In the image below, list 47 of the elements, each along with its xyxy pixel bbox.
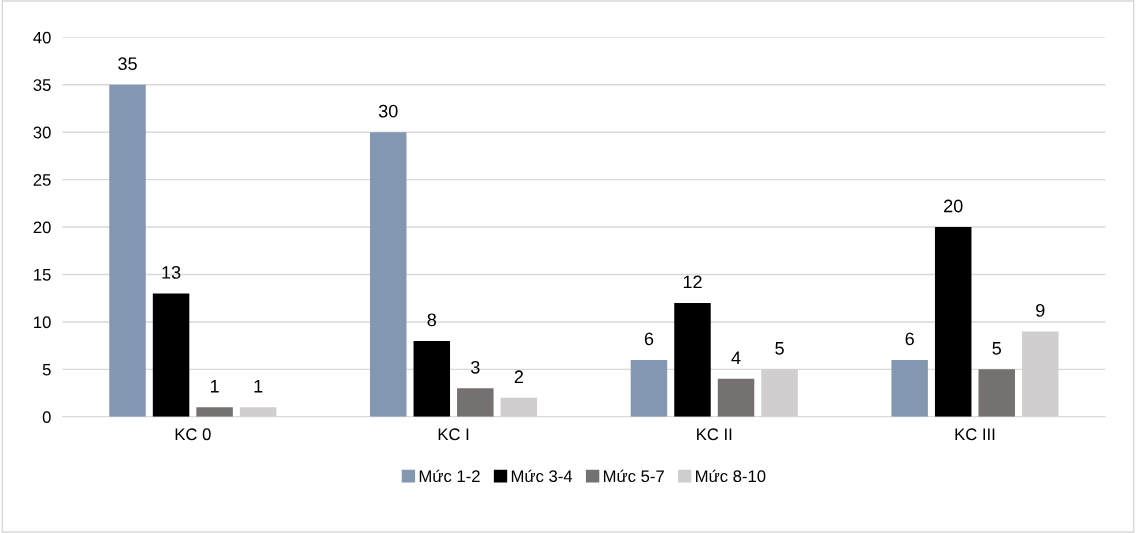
data-label: 30	[378, 104, 398, 118]
data-label: 20	[944, 199, 963, 213]
data-label: 4	[731, 351, 741, 364]
data-label: 9	[1036, 303, 1045, 317]
y-tick-label: 30	[33, 126, 51, 139]
bar	[152, 293, 190, 417]
data-label: 13	[162, 266, 181, 279]
bar	[717, 378, 755, 417]
bar	[369, 132, 407, 417]
legend-label: Mức 1-2	[419, 469, 480, 483]
data-label: 6	[905, 332, 914, 346]
data-label: 3	[470, 360, 480, 374]
bar	[500, 397, 538, 417]
y-tick-label: 20	[33, 221, 51, 234]
bar	[109, 84, 146, 417]
bar	[891, 359, 928, 417]
data-label: 12	[683, 275, 702, 289]
y-tick-label: 0	[42, 411, 51, 424]
data-label: 5	[992, 342, 1002, 355]
y-tick-label: 40	[33, 31, 51, 44]
data-label: 2	[514, 370, 523, 383]
y-tick-label: 25	[33, 174, 51, 186]
bar	[239, 407, 277, 417]
data-label: 5	[775, 342, 784, 355]
bar	[413, 340, 451, 417]
legend-label: Mức 5-7	[603, 469, 664, 483]
y-tick-label: 15	[34, 269, 51, 281]
bar	[457, 388, 494, 417]
bar	[978, 369, 1015, 417]
data-label: 1	[210, 380, 219, 393]
x-tick-label: KC III	[955, 428, 995, 441]
legend-label: Mức 8-10	[696, 469, 766, 483]
data-label: 8	[427, 313, 437, 327]
legend-label: Mức 3-4	[511, 469, 573, 483]
data-label: 6	[644, 332, 654, 346]
y-tick-label: 35	[33, 79, 51, 91]
data-label: 1	[254, 380, 263, 393]
bar	[196, 407, 233, 417]
y-tick-label: 10	[34, 316, 51, 329]
x-tick-label: KC II	[697, 428, 732, 441]
x-tick-label: KC I	[438, 428, 469, 441]
x-tick-label: KC 0	[175, 428, 211, 441]
bar	[934, 227, 972, 417]
bar	[674, 302, 711, 417]
bar	[630, 359, 668, 417]
data-label: 35	[118, 57, 137, 71]
y-tick-label: 5	[42, 363, 51, 376]
